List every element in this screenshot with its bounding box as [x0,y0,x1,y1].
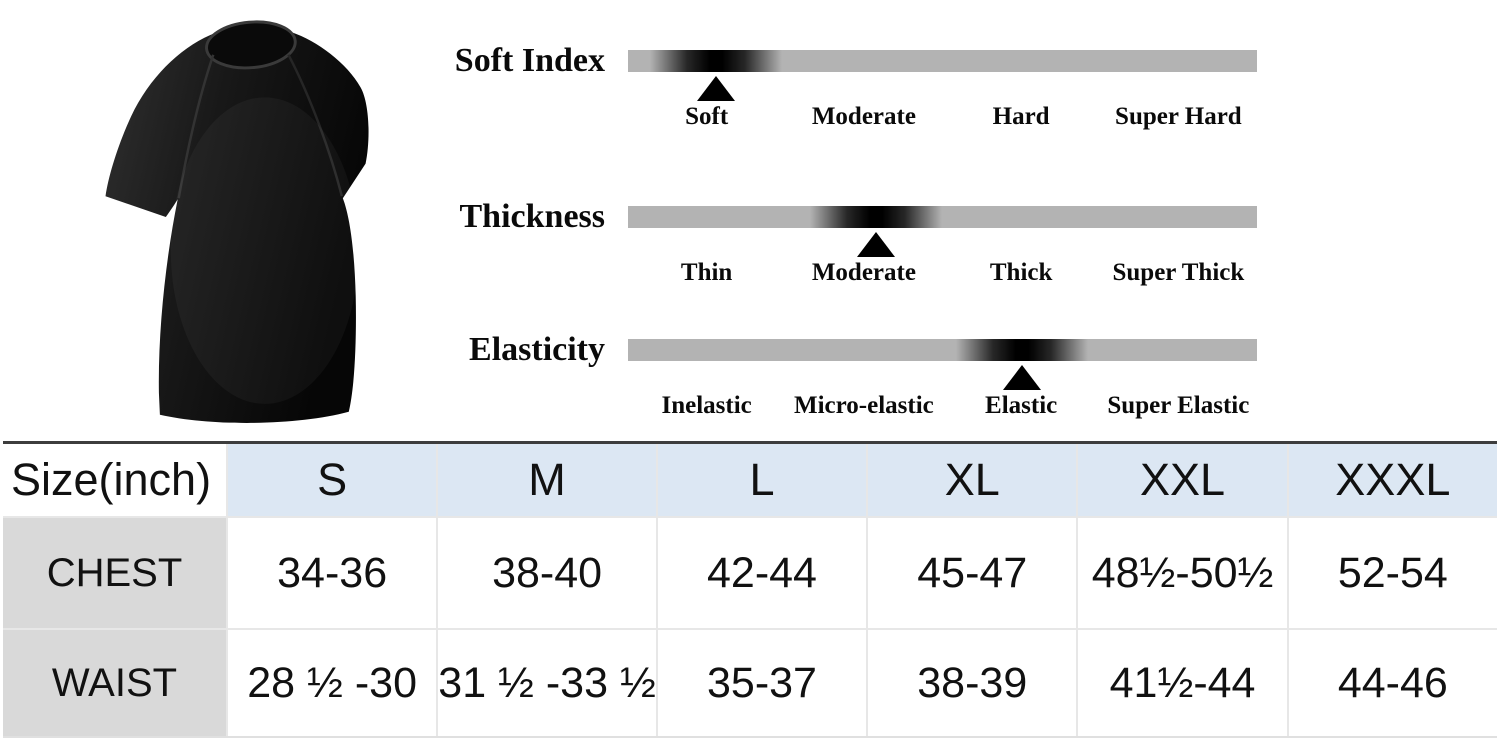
triangle-marker-icon [697,76,736,101]
tshirt-left-raglan-seam [177,54,215,199]
chest-value-xl: 45-47 [868,518,1077,628]
column-header-xl: XL [868,444,1077,516]
scale-label: Hard [992,103,1050,130]
scale-level-spot [809,206,942,228]
chest-value-l: 42-44 [657,518,867,628]
scale-label: Elastic [985,392,1058,419]
column-header-xxxl: XXXL [1288,444,1497,516]
scale-tick-labels: Inelastic Micro-elastic Elastic Super El… [628,391,1257,421]
chest-value-xxl: 48½-50½ [1078,518,1287,628]
scale-title: Thickness [459,198,606,235]
waist-value-xxxl: 44-46 [1288,630,1497,736]
waist-value-l: 35-37 [657,630,867,736]
scale-tick-labels: Soft Moderate Hard Super Hard [628,102,1257,132]
tshirt-right-raglan-seam [287,54,344,197]
scale-label: Super Thick [1112,259,1245,286]
scale-label: Soft [685,103,729,130]
tshirt-collar [205,20,297,70]
scale-title: Elasticity [469,331,605,368]
scale-label: Micro-elastic [794,392,934,419]
tshirt-body [105,26,369,423]
scale-bar [628,206,1257,257]
scale-label: Moderate [811,259,916,286]
chest-value-m: 38-40 [438,518,656,628]
waist-value-s: 28 ½ -30 [228,630,437,736]
scale-level-spot [955,339,1088,361]
triangle-marker-icon [1002,365,1041,390]
column-header-s: S [228,444,437,516]
scale-label: Thin [680,259,733,286]
column-header-xxl: XXL [1078,444,1287,516]
scale-label: Thick [989,259,1053,286]
waist-value-m: 31 ½ -33 ½ [438,630,656,736]
scale-row-thickness: Thickness Thin Moderate Thick Super Thic… [0,196,1500,348]
waist-value-xl: 38-39 [868,630,1077,736]
waist-value-xxl: 41½-44 [1078,630,1287,736]
row-header-waist: WAIST [3,630,226,736]
scale-tick-labels: Thin Moderate Thick Super Thick [628,258,1257,288]
scale-label: Super Elastic [1107,392,1250,419]
size-unit-header: Size(inch) [3,444,226,516]
row-header-chest: CHEST [3,518,226,628]
chest-value-s: 34-36 [228,518,437,628]
column-header-m: M [438,444,656,516]
chest-value-xxxl: 52-54 [1288,518,1497,628]
scale-level-spot [650,50,783,72]
tshirt-sheen [170,97,359,404]
triangle-marker-icon [856,232,895,257]
tshirt-product-image [105,20,369,423]
scale-label: Inelastic [661,392,752,419]
scale-label: Super Hard [1115,103,1242,130]
size-chart-grid: Size(inch) S M L XL XXL XXXL CHEST 34-36… [3,441,1497,738]
scale-row-soft-index: Soft Index Soft Moderate Hard Super Hard [0,40,1500,192]
scale-row-elasticity: Elasticity Inelastic Micro-elastic Elast… [0,329,1500,481]
scale-title: Soft Index [454,42,605,79]
size-chart-table: Size(inch) S M L XL XXL XXXL CHEST 34-36… [0,441,1500,738]
column-header-l: L [657,444,867,516]
scale-label: Moderate [811,103,916,130]
scale-bar [628,339,1257,390]
scale-bar [628,50,1257,101]
